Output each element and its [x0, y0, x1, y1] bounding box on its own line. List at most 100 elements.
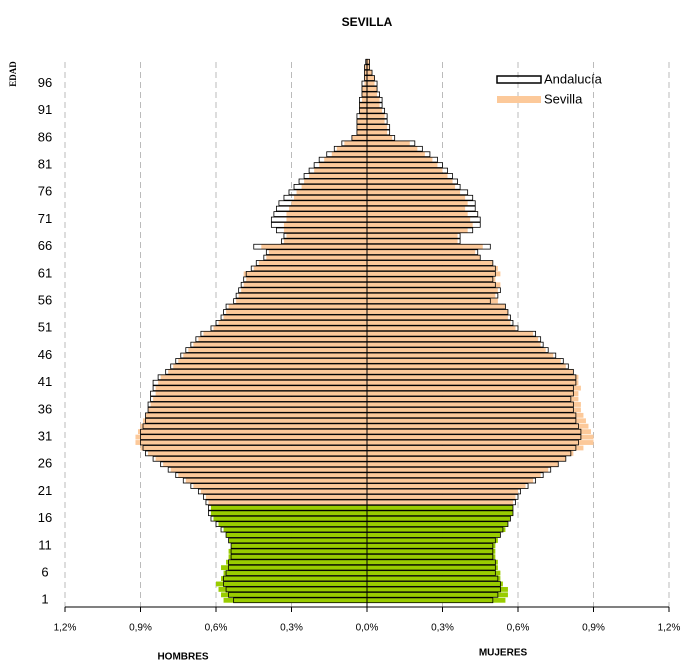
- bar: [367, 309, 508, 315]
- bar: [210, 510, 367, 516]
- bar: [291, 200, 367, 206]
- bar: [367, 260, 493, 266]
- legend-label: Sevilla: [544, 91, 583, 106]
- bar: [367, 385, 581, 391]
- bar: [228, 554, 367, 560]
- y-tick-label: 76: [38, 184, 52, 199]
- bar: [356, 130, 367, 135]
- y-tick-label: 26: [38, 456, 52, 471]
- bar: [367, 527, 506, 532]
- bar: [140, 423, 367, 429]
- bar: [351, 135, 367, 141]
- y-tick-label: 96: [38, 75, 52, 90]
- bar: [367, 151, 425, 157]
- bar: [178, 472, 367, 478]
- bar: [221, 565, 367, 571]
- x-tick-label: 0,6%: [507, 623, 530, 634]
- bar: [367, 189, 461, 195]
- left-label: HOMBRES: [157, 652, 208, 663]
- bar: [266, 255, 367, 260]
- bar: [170, 467, 367, 473]
- bar: [286, 233, 367, 239]
- bar: [210, 505, 367, 511]
- bar: [160, 374, 367, 380]
- bar: [203, 331, 367, 337]
- y-tick-label: 6: [41, 565, 48, 580]
- bar: [367, 119, 385, 124]
- bar: [367, 358, 561, 364]
- bar: [178, 358, 367, 364]
- bar: [367, 75, 375, 81]
- bar: [367, 108, 383, 114]
- bar: [205, 494, 367, 500]
- legend-swatch: [496, 75, 542, 84]
- bar: [367, 102, 380, 108]
- bar: [367, 472, 541, 478]
- y-tick-label: 46: [38, 347, 52, 362]
- bar: [367, 298, 498, 304]
- bar: [200, 489, 367, 494]
- bar: [367, 336, 539, 342]
- x-tick-label: 1,2%: [658, 623, 681, 634]
- bar: [148, 407, 367, 413]
- y-tick-label: 86: [38, 129, 52, 144]
- bar: [367, 135, 393, 141]
- bar: [193, 342, 367, 348]
- bar: [367, 505, 513, 511]
- bar: [183, 353, 367, 358]
- bar: [286, 211, 367, 217]
- bar: [228, 548, 367, 554]
- bar: [309, 173, 367, 179]
- bar: [223, 314, 367, 320]
- bar: [367, 266, 498, 271]
- bar: [367, 325, 516, 331]
- bar: [168, 369, 367, 375]
- bar: [367, 276, 496, 282]
- bar: [188, 347, 367, 353]
- bar: [367, 353, 554, 358]
- bar: [253, 266, 367, 271]
- bar: [365, 59, 367, 65]
- bar: [367, 592, 508, 598]
- bar: [198, 336, 367, 342]
- bar: [218, 320, 367, 326]
- y-tick-label: 1: [41, 592, 48, 607]
- bar: [361, 97, 367, 103]
- bar: [367, 407, 581, 413]
- bar: [367, 244, 483, 250]
- bar: [185, 478, 367, 484]
- bar: [223, 570, 367, 576]
- y-tick-label: 91: [38, 102, 52, 117]
- bar: [367, 81, 375, 86]
- bar: [367, 222, 473, 228]
- bar: [367, 456, 566, 462]
- bar: [158, 380, 367, 386]
- x-tick-label: 1,2%: [54, 623, 77, 634]
- bar: [246, 276, 367, 282]
- bar: [241, 287, 367, 293]
- bar: [356, 124, 367, 130]
- bar: [367, 543, 496, 549]
- bar: [319, 162, 367, 168]
- y-tick-label: 21: [38, 483, 52, 498]
- bar: [367, 483, 526, 489]
- bar: [367, 130, 388, 135]
- bar: [367, 168, 443, 173]
- x-tick-label: 0,6%: [205, 623, 228, 634]
- bar: [367, 342, 541, 348]
- bar: [367, 211, 468, 217]
- bar: [336, 146, 367, 152]
- y-tick-label: 81: [38, 157, 52, 172]
- bar: [367, 271, 501, 277]
- bar: [367, 195, 466, 201]
- bar: [367, 423, 589, 429]
- bar: [367, 347, 546, 353]
- bar: [367, 304, 506, 309]
- bar: [367, 200, 468, 206]
- bar: [367, 140, 410, 146]
- bar: [367, 173, 448, 179]
- bar: [367, 445, 584, 451]
- bar: [367, 146, 418, 152]
- bar: [367, 576, 501, 581]
- bar: [356, 119, 367, 124]
